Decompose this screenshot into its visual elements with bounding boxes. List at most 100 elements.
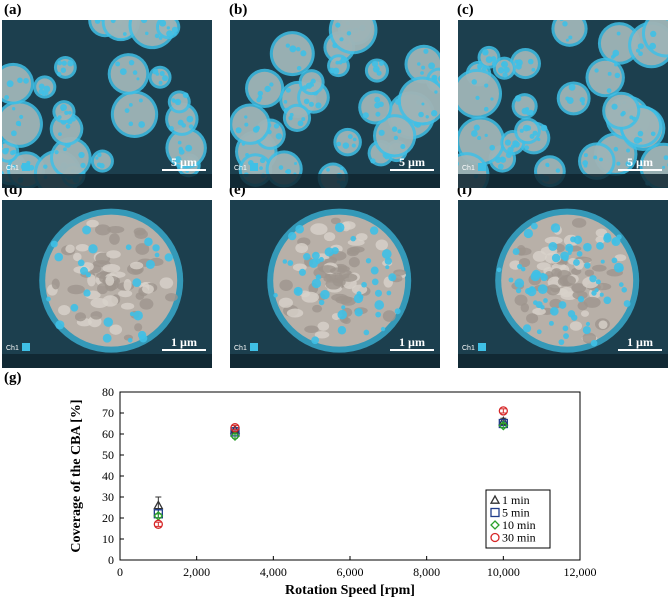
cba-particle bbox=[386, 291, 391, 296]
cba-particle bbox=[548, 242, 557, 251]
cba-particle bbox=[264, 86, 270, 92]
cba-particle bbox=[19, 115, 23, 119]
cba-particle bbox=[395, 308, 401, 314]
channel-label: Ch1 bbox=[234, 345, 247, 352]
y-tick-label: 70 bbox=[102, 406, 114, 420]
x-tick-label: 0 bbox=[117, 565, 123, 579]
cba-particle bbox=[269, 82, 273, 86]
cba-particle bbox=[600, 293, 604, 297]
cba-particle bbox=[531, 68, 535, 72]
cba-particle bbox=[624, 300, 631, 307]
cba-particle bbox=[259, 166, 263, 170]
sem-image-e: Ch1 1 µm bbox=[230, 200, 440, 368]
cba-particle bbox=[578, 296, 584, 302]
cba-particle bbox=[165, 253, 173, 261]
cba-particle bbox=[67, 60, 73, 66]
cba-particle bbox=[123, 32, 127, 36]
surface-platelet bbox=[559, 275, 576, 286]
cba-particle bbox=[181, 123, 186, 128]
cba-particle bbox=[584, 153, 588, 157]
surface-platelet bbox=[302, 292, 319, 303]
scale-bar-label: 1 µm bbox=[399, 335, 425, 349]
cba-particle bbox=[381, 327, 385, 331]
cba-particle bbox=[565, 97, 569, 101]
cba-particle bbox=[60, 104, 67, 111]
cba-particle bbox=[185, 145, 192, 152]
cba-particle bbox=[294, 287, 303, 296]
cba-particle bbox=[379, 61, 384, 66]
cba-particle bbox=[638, 131, 644, 137]
cba-particle bbox=[471, 130, 478, 137]
cba-particle bbox=[326, 168, 330, 172]
cba-particle bbox=[335, 223, 344, 232]
cba-particle bbox=[614, 63, 617, 66]
cba-particle bbox=[146, 260, 155, 269]
surface-platelet bbox=[102, 264, 120, 272]
cba-particle bbox=[301, 117, 305, 121]
cba-particle bbox=[133, 70, 138, 75]
cba-particle bbox=[303, 85, 308, 90]
cba-particle bbox=[354, 294, 363, 303]
cba-particle bbox=[133, 311, 143, 321]
cba-particle bbox=[420, 71, 424, 75]
cba-particle bbox=[531, 223, 538, 230]
cba-particle bbox=[338, 326, 346, 334]
cba-particle bbox=[580, 97, 586, 103]
cba-particle bbox=[596, 242, 604, 250]
cba-particle bbox=[614, 147, 619, 152]
cba-particle bbox=[274, 123, 279, 128]
cba-particle bbox=[300, 50, 306, 56]
cba-particle bbox=[423, 49, 428, 54]
cba-particle bbox=[392, 126, 397, 131]
cba-particle bbox=[505, 139, 511, 145]
cba-particle bbox=[183, 92, 189, 98]
surface-platelet bbox=[376, 239, 388, 250]
cba-particle bbox=[156, 72, 159, 75]
channel-label: Ch1 bbox=[462, 345, 475, 352]
cba-particle bbox=[86, 272, 91, 277]
cba-particle bbox=[563, 333, 569, 339]
surface-platelet bbox=[165, 293, 178, 302]
cba-particle bbox=[662, 166, 665, 169]
surface-platelet bbox=[546, 284, 559, 295]
cba-particle bbox=[614, 263, 624, 273]
cba-particle bbox=[650, 31, 656, 37]
cba-particle bbox=[372, 279, 379, 286]
cba-particle bbox=[591, 340, 598, 347]
cba-particle bbox=[428, 62, 435, 69]
cba-particle bbox=[336, 142, 341, 147]
panel-label-a: (a) bbox=[4, 2, 22, 19]
channel-label: Ch1 bbox=[6, 345, 19, 352]
cba-particle bbox=[378, 101, 384, 107]
x-tick-label: 10,000 bbox=[487, 565, 520, 579]
scale-bar-label: 5 µm bbox=[399, 155, 425, 169]
surface-platelet bbox=[570, 321, 582, 331]
surface-platelet bbox=[383, 310, 396, 322]
cba-particle bbox=[273, 293, 277, 297]
cba-particle bbox=[540, 274, 547, 281]
surface-platelet bbox=[52, 279, 60, 290]
cba-particle bbox=[595, 288, 599, 292]
cba-particle bbox=[260, 158, 265, 163]
cba-particle bbox=[594, 68, 598, 72]
cba-particle bbox=[125, 108, 130, 113]
cba-particle bbox=[160, 71, 165, 76]
host-particle bbox=[232, 107, 267, 142]
cba-particle bbox=[297, 66, 302, 71]
cba-particle bbox=[632, 117, 636, 121]
surface-platelet bbox=[325, 279, 341, 290]
cba-particle bbox=[288, 116, 292, 120]
cba-particle bbox=[523, 324, 531, 332]
surface-platelet bbox=[142, 285, 154, 294]
cba-particle bbox=[80, 163, 85, 168]
cba-particle bbox=[303, 253, 310, 260]
cba-particle bbox=[144, 238, 153, 247]
cba-particle bbox=[599, 158, 603, 162]
cba-particle bbox=[189, 124, 193, 128]
channel-swatch bbox=[478, 343, 486, 351]
cba-particle bbox=[78, 260, 85, 267]
surface-platelet bbox=[118, 290, 132, 297]
cba-particle bbox=[341, 305, 345, 309]
